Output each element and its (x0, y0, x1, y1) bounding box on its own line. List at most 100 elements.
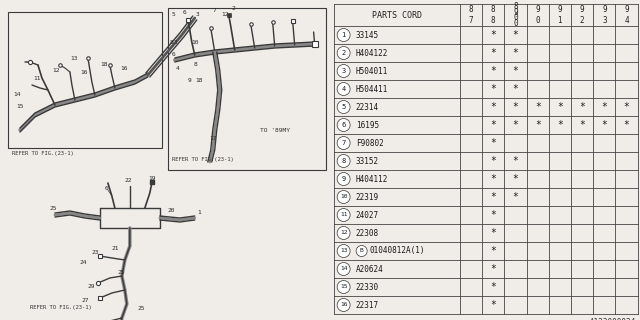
Text: *: * (490, 102, 496, 112)
Text: 8: 8 (468, 5, 474, 14)
Text: *: * (513, 66, 518, 76)
Text: *: * (490, 120, 496, 130)
Text: REFER TO FIG.(23-1): REFER TO FIG.(23-1) (30, 305, 92, 309)
Text: 6: 6 (172, 52, 175, 58)
Text: 5: 5 (172, 12, 175, 18)
Text: 23: 23 (92, 251, 99, 255)
Text: 16: 16 (80, 69, 88, 75)
Text: 7: 7 (212, 7, 216, 12)
Text: 15: 15 (340, 284, 348, 290)
Text: 1: 1 (557, 16, 562, 25)
Text: 12: 12 (340, 230, 348, 236)
Text: *: * (513, 174, 518, 184)
Text: *: * (490, 282, 496, 292)
Text: 20: 20 (168, 207, 175, 212)
Text: 8: 8 (342, 158, 346, 164)
Bar (168, 8, 326, 170)
Text: 25: 25 (50, 205, 58, 211)
Text: *: * (490, 66, 496, 76)
Text: H404112: H404112 (356, 174, 388, 183)
Text: *: * (623, 102, 630, 112)
Circle shape (337, 83, 350, 95)
Text: 24027: 24027 (356, 211, 379, 220)
Circle shape (337, 65, 350, 77)
Circle shape (337, 46, 350, 60)
Text: 8: 8 (170, 39, 173, 44)
Text: 10: 10 (192, 39, 199, 44)
Text: 6: 6 (183, 10, 186, 14)
Text: *: * (602, 102, 607, 112)
Text: 27: 27 (82, 298, 90, 302)
Text: 15: 15 (16, 105, 24, 109)
Bar (8, 12, 162, 148)
Text: H504011: H504011 (356, 67, 388, 76)
Text: *: * (490, 228, 496, 238)
Text: 9: 9 (580, 5, 584, 14)
Text: A20624: A20624 (356, 265, 383, 274)
Text: 25: 25 (118, 270, 125, 276)
Text: 3: 3 (174, 39, 177, 44)
Text: 22319: 22319 (356, 193, 379, 202)
Circle shape (337, 137, 350, 149)
Text: *: * (490, 30, 496, 40)
Text: 2: 2 (580, 16, 584, 25)
Circle shape (337, 262, 350, 276)
Circle shape (337, 28, 350, 42)
Text: 22308: 22308 (356, 228, 379, 237)
Text: 16: 16 (340, 302, 348, 308)
Text: 8: 8 (491, 16, 495, 25)
Text: 18: 18 (196, 77, 204, 83)
Text: 14: 14 (340, 267, 348, 271)
Text: *: * (490, 84, 496, 94)
Text: B: B (360, 249, 364, 253)
Text: 11: 11 (33, 76, 40, 81)
Text: 2: 2 (342, 50, 346, 56)
Text: F90802: F90802 (356, 139, 383, 148)
Circle shape (337, 172, 350, 186)
Text: 18: 18 (100, 62, 108, 68)
Circle shape (337, 244, 350, 258)
Circle shape (337, 190, 350, 204)
Text: *: * (513, 192, 518, 202)
Text: 6: 6 (105, 186, 109, 190)
Text: *: * (490, 138, 496, 148)
Text: 9: 9 (188, 77, 191, 83)
Text: 10: 10 (340, 195, 348, 199)
Text: 9: 9 (557, 5, 562, 14)
Text: 9: 9 (342, 176, 346, 182)
Text: 5: 5 (342, 104, 346, 110)
Text: 21: 21 (112, 245, 120, 251)
Text: 4: 4 (342, 86, 346, 92)
Text: *: * (490, 192, 496, 202)
Text: TO '89MY: TO '89MY (260, 127, 290, 132)
Text: 2: 2 (232, 5, 236, 11)
Text: *: * (513, 156, 518, 166)
Circle shape (337, 281, 350, 293)
Text: 16195: 16195 (356, 121, 379, 130)
Circle shape (337, 227, 350, 239)
Text: 13: 13 (70, 55, 77, 60)
Text: 17: 17 (210, 135, 217, 140)
Text: 29: 29 (88, 284, 95, 289)
Text: 3: 3 (602, 16, 607, 25)
Text: 6: 6 (342, 122, 346, 128)
Text: 22330: 22330 (356, 283, 379, 292)
Text: 01040812A(1): 01040812A(1) (369, 246, 425, 255)
Text: A123000034: A123000034 (589, 318, 636, 320)
Text: PARTS CORD: PARTS CORD (372, 11, 422, 20)
Text: *: * (579, 120, 585, 130)
Text: 13: 13 (340, 249, 348, 253)
Text: *: * (490, 174, 496, 184)
Text: 8: 8 (513, 2, 518, 11)
Text: *: * (535, 102, 541, 112)
Text: 12: 12 (221, 12, 229, 18)
Text: 1: 1 (198, 211, 202, 215)
Text: *: * (623, 120, 630, 130)
Circle shape (337, 155, 350, 167)
Text: 24: 24 (80, 260, 88, 266)
Text: *: * (602, 120, 607, 130)
Text: 12: 12 (52, 68, 60, 73)
Circle shape (337, 118, 350, 132)
Text: 19: 19 (148, 175, 156, 180)
Text: 16: 16 (120, 66, 127, 70)
